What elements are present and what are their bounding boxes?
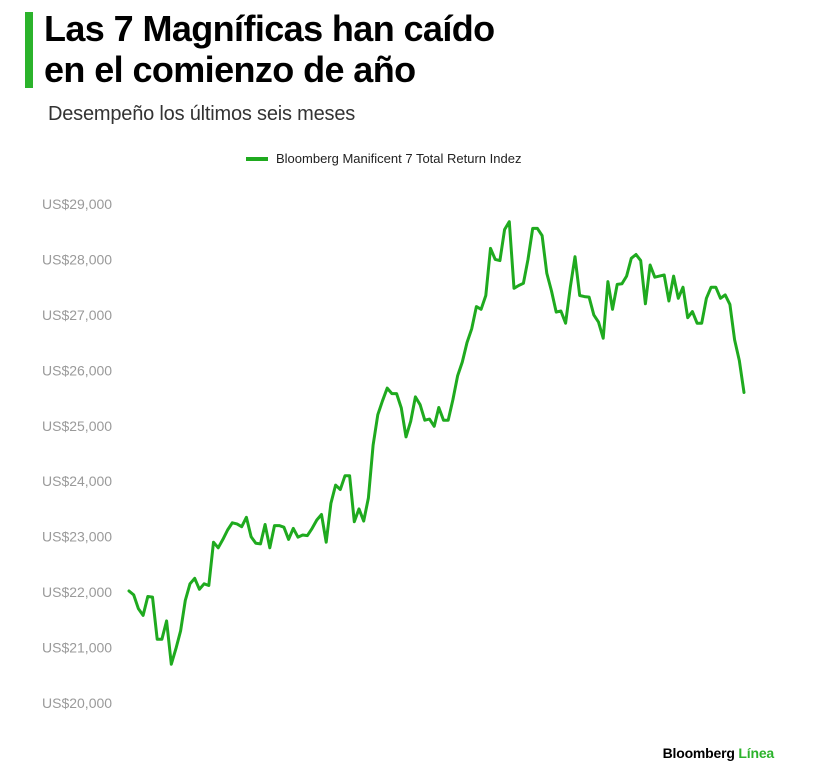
legend-label: Bloomberg Manificent 7 Total Return Inde… <box>276 151 522 166</box>
y-tick-label: US$21,000 <box>42 640 112 656</box>
y-tick-label: US$26,000 <box>42 362 112 378</box>
y-tick-label: US$24,000 <box>42 473 112 489</box>
brand-name: Bloomberg <box>662 745 735 761</box>
series-group <box>127 220 746 666</box>
legend-swatch <box>246 156 268 161</box>
y-tick-label: US$29,000 <box>42 196 112 212</box>
y-tick-label: US$23,000 <box>42 529 112 545</box>
y-tick-label: US$28,000 <box>42 251 112 267</box>
y-tick-label: US$27,000 <box>42 307 112 323</box>
page-title: Las 7 Magníficas han caído en el comienz… <box>44 8 744 90</box>
y-tick-label: US$22,000 <box>42 584 112 600</box>
y-tick-label: US$25,000 <box>42 418 112 434</box>
title-accent-bar <box>25 12 33 88</box>
brand-footer: Bloomberg Línea <box>662 745 775 761</box>
series-line <box>127 220 746 666</box>
brand-accent: Línea <box>738 745 774 761</box>
chart-legend: Bloomberg Manificent 7 Total Return Inde… <box>246 151 521 166</box>
y-axis-ticks: US$20,000 US$21,000 US$22,000 US$23,000 US$2… <box>42 196 112 711</box>
page-title-line-2: en el comienzo de año <box>44 49 416 90</box>
page-title-line-1: Las 7 Magníficas han caído <box>44 8 495 49</box>
page-subtitle: Desempeño los últimos seis meses <box>48 103 356 125</box>
y-tick-label: US$20,000 <box>42 695 112 711</box>
